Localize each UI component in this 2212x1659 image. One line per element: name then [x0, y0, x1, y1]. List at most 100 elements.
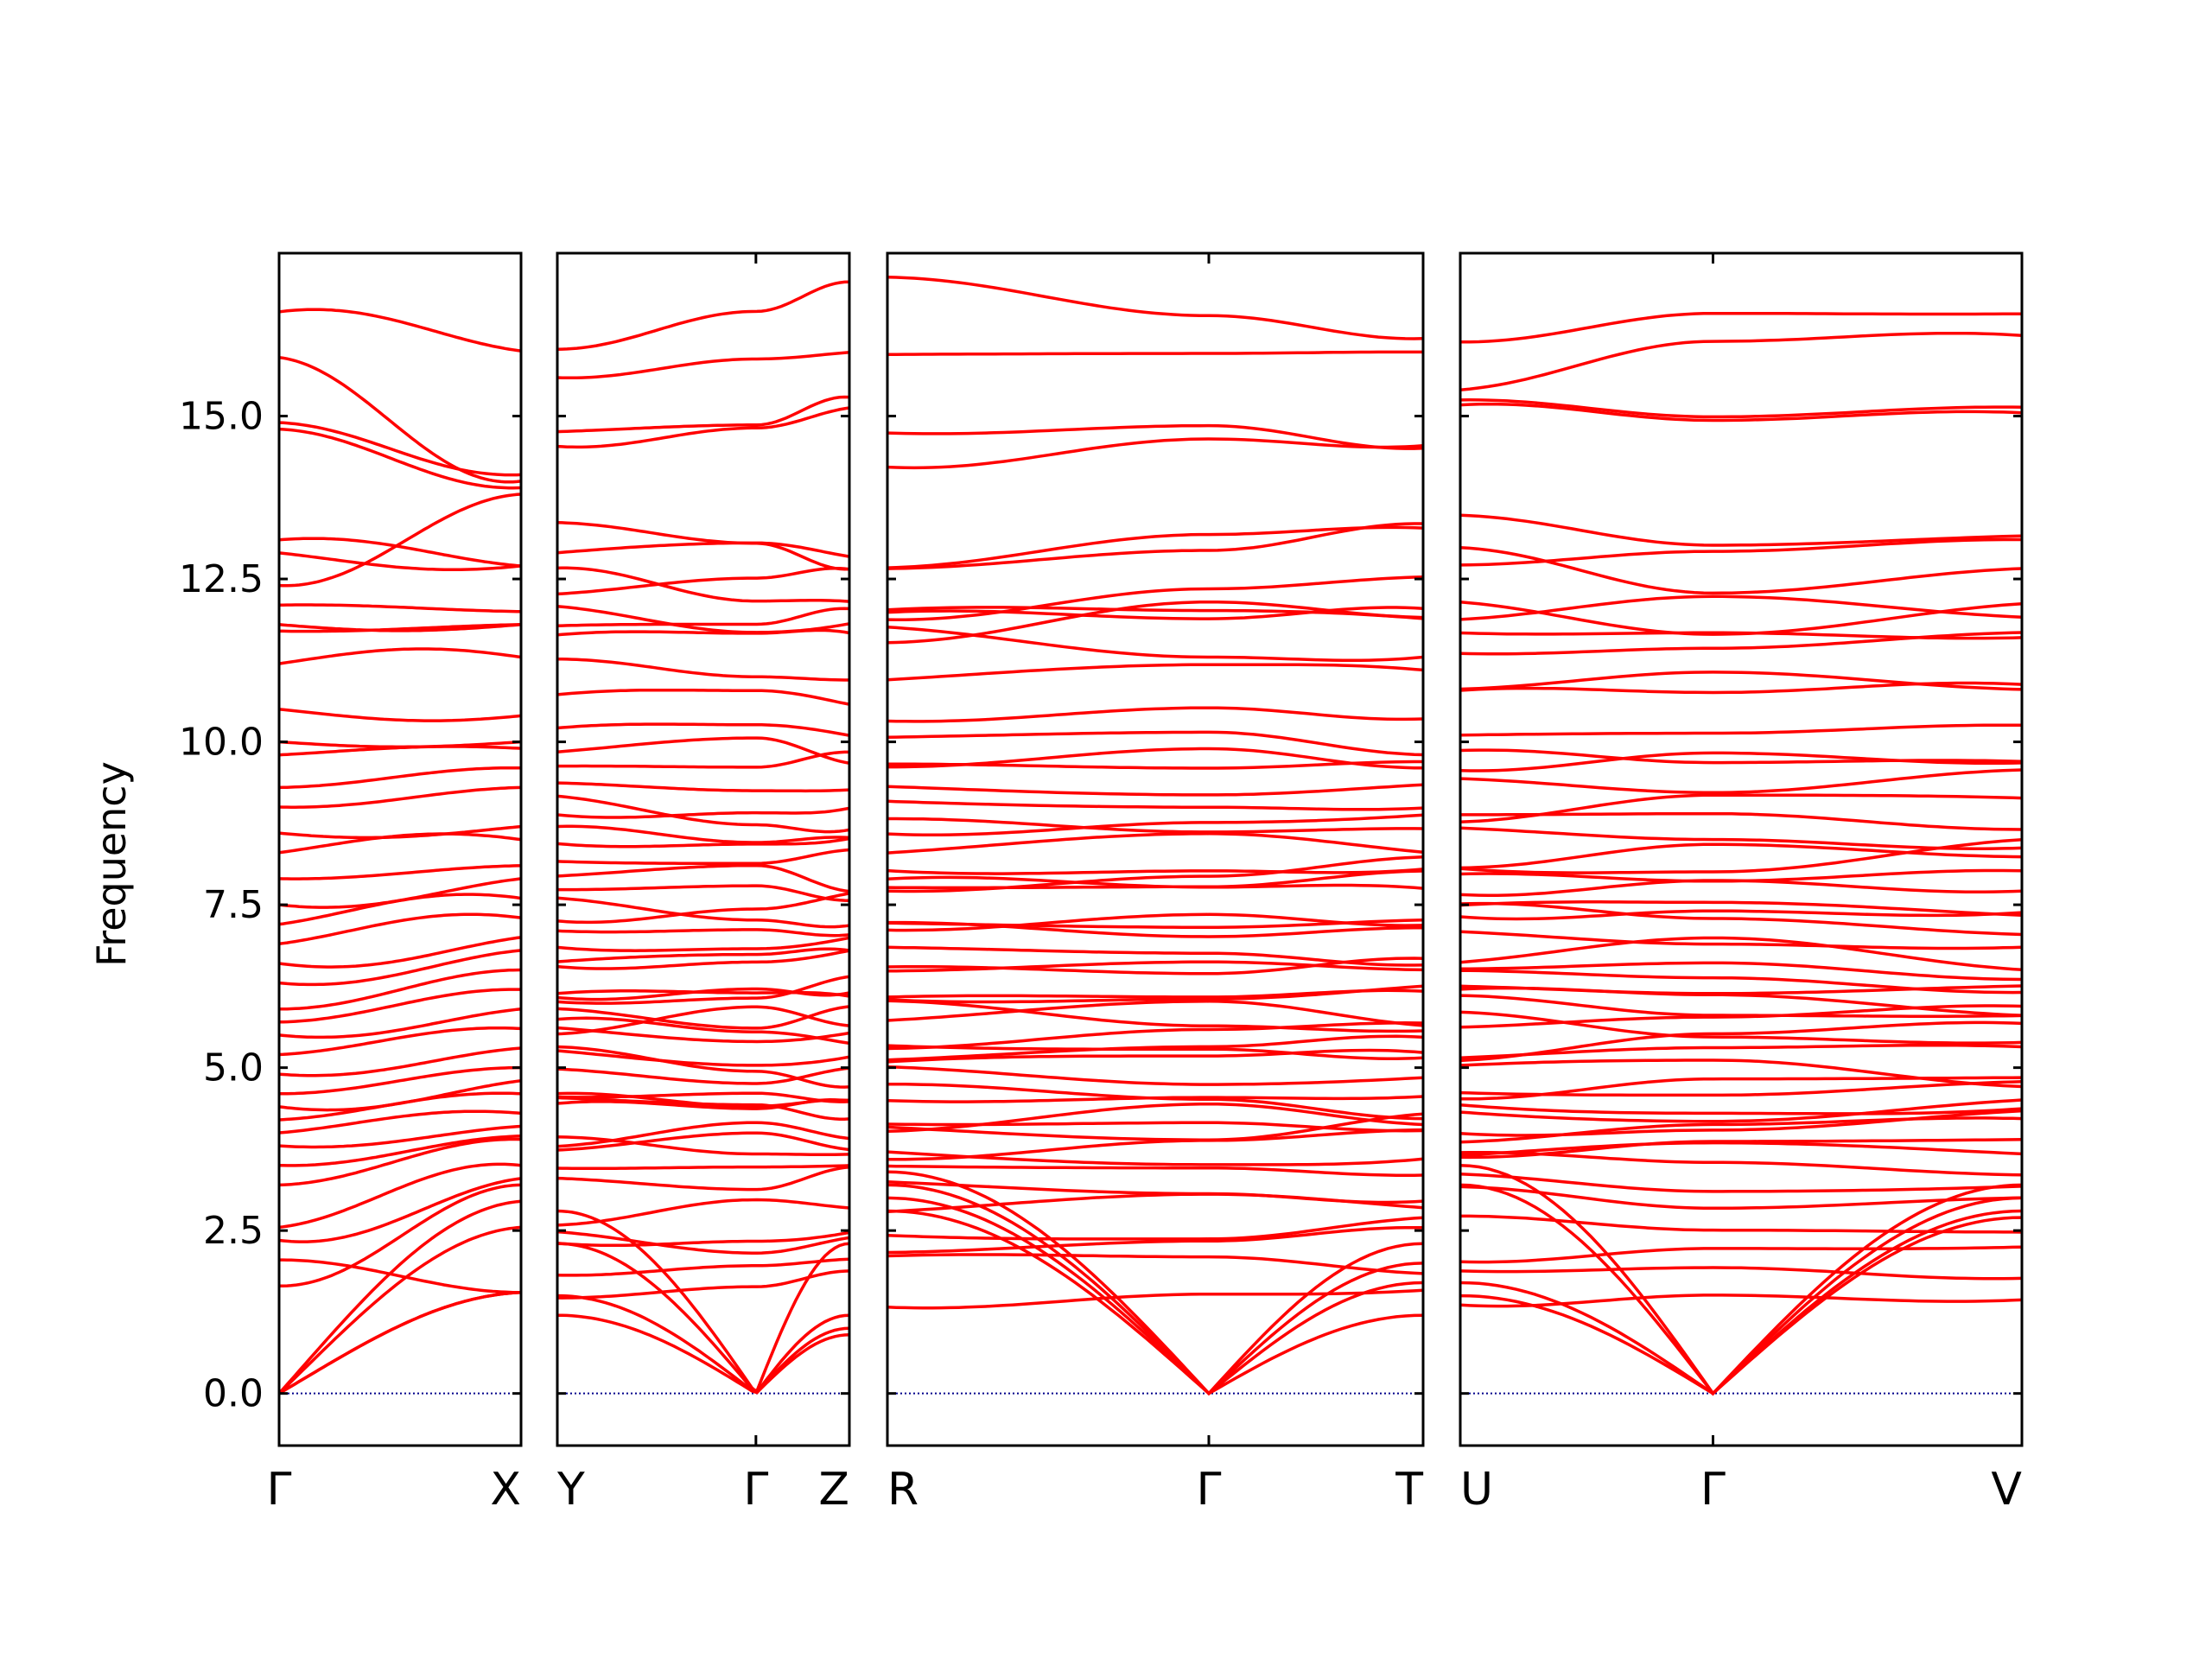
band-5 [279, 1183, 521, 1287]
optical-band-19 [1460, 1010, 2022, 1045]
band-14 [279, 1078, 521, 1112]
optical-band-26 [557, 949, 849, 970]
optical-band-4 [557, 1230, 849, 1248]
optical-band-24 [1460, 969, 2022, 995]
band-12 [279, 1109, 521, 1135]
kpoint-label: V [1991, 1464, 2022, 1516]
optical-band-50 [557, 520, 849, 571]
optical-band-26 [887, 945, 1423, 967]
optical-band-44 [1460, 631, 2022, 656]
band-26 [279, 864, 521, 880]
optical-band-8 [557, 1135, 849, 1157]
optical-band-42 [887, 706, 1423, 723]
optical-band-31 [887, 869, 1423, 890]
band-lines [1460, 311, 2022, 1396]
optical-band-50 [887, 525, 1423, 569]
optical-band-47 [887, 600, 1423, 645]
optical-band-39 [1460, 748, 2022, 765]
optical-band-32 [1460, 879, 2022, 898]
optical-band-14 [887, 1095, 1423, 1103]
optical-band-20 [557, 1005, 849, 1030]
optical-band-53 [1460, 331, 2022, 391]
band-21 [279, 949, 521, 987]
optical-band-16 [1460, 1058, 2022, 1089]
optical-band-50 [1460, 513, 2022, 547]
band-44 [279, 308, 521, 353]
optical-band-32 [557, 863, 849, 893]
optical-band-24 [557, 987, 849, 1001]
optical-band-11 [1460, 1109, 2022, 1137]
optical-band-43 [557, 658, 849, 682]
optical-band-6 [1460, 1172, 2022, 1193]
acoustic-band-2 [557, 1294, 849, 1395]
kpoint-label: Z [818, 1464, 849, 1516]
optical-band-36 [1460, 811, 2022, 831]
optical-band-18 [887, 1044, 1423, 1060]
kpoint-label: Γ [1700, 1464, 1726, 1516]
optical-band-4 [887, 1216, 1423, 1241]
panel-frame [1459, 251, 2024, 1447]
optical-band-41 [887, 730, 1423, 757]
optical-band-5 [887, 1192, 1423, 1213]
y-tick-label: 5.0 [203, 1046, 264, 1090]
optical-band-19 [557, 1026, 849, 1044]
band-1 [279, 1291, 521, 1395]
optical-band-4 [1460, 1214, 2022, 1234]
band-4 [279, 1199, 521, 1395]
optical-band-2 [1460, 1266, 2022, 1281]
optical-band-36 [887, 813, 1423, 837]
band-30 [279, 766, 521, 790]
optical-band-34 [887, 832, 1423, 855]
optical-band-31 [557, 884, 849, 902]
optical-band-41 [557, 722, 849, 737]
optical-band-25 [557, 947, 849, 963]
panel-frame [277, 251, 523, 1447]
band-6 [279, 1258, 521, 1294]
optical-band-43 [1460, 671, 2022, 691]
optical-band-35 [557, 836, 849, 849]
optical-band-51 [557, 395, 849, 434]
optical-band-28 [557, 928, 849, 938]
optical-band-7 [1460, 1150, 2022, 1177]
optical-band-2 [887, 1253, 1423, 1275]
band-36 [279, 623, 521, 632]
acoustic-band-3 [887, 1183, 1423, 1396]
kpoint-label: Γ [1197, 1464, 1222, 1516]
optical-band-18 [557, 1016, 849, 1046]
optical-band-8 [1460, 1141, 2022, 1158]
band-35 [279, 623, 521, 633]
band-lines [887, 276, 1423, 1396]
kpoint-label: Γ [743, 1464, 768, 1516]
band-37 [279, 603, 521, 613]
optical-band-15 [887, 1065, 1423, 1086]
band-11 [279, 1124, 521, 1149]
optical-band-16 [887, 1048, 1423, 1064]
optical-band-16 [557, 1045, 849, 1089]
optical-band-30 [557, 892, 849, 925]
band-18 [279, 1007, 521, 1039]
band-29 [279, 785, 521, 809]
optical-band-42 [557, 688, 849, 706]
optical-band-13 [557, 1096, 849, 1121]
band-22 [279, 936, 521, 969]
optical-band-12 [1460, 1098, 2022, 1123]
optical-band-38 [1460, 768, 2022, 795]
optical-band-33 [887, 868, 1423, 875]
optical-band-47 [557, 566, 849, 603]
optical-band-53 [557, 351, 849, 380]
optical-band-48 [887, 575, 1423, 621]
band-39 [279, 551, 521, 572]
optical-band-44 [887, 625, 1423, 662]
optical-band-35 [887, 817, 1423, 834]
band-33 [279, 708, 521, 722]
kpoint-label: Y [556, 1464, 585, 1516]
optical-band-26 [1460, 936, 2022, 972]
kpoint-label: Γ [267, 1464, 292, 1516]
band-2 [279, 1291, 521, 1395]
band-9 [279, 1137, 521, 1187]
optical-band-29 [1460, 900, 2022, 918]
optical-band-40 [887, 747, 1423, 770]
kpoint-label: U [1460, 1464, 1493, 1516]
optical-band-3 [887, 1225, 1423, 1255]
